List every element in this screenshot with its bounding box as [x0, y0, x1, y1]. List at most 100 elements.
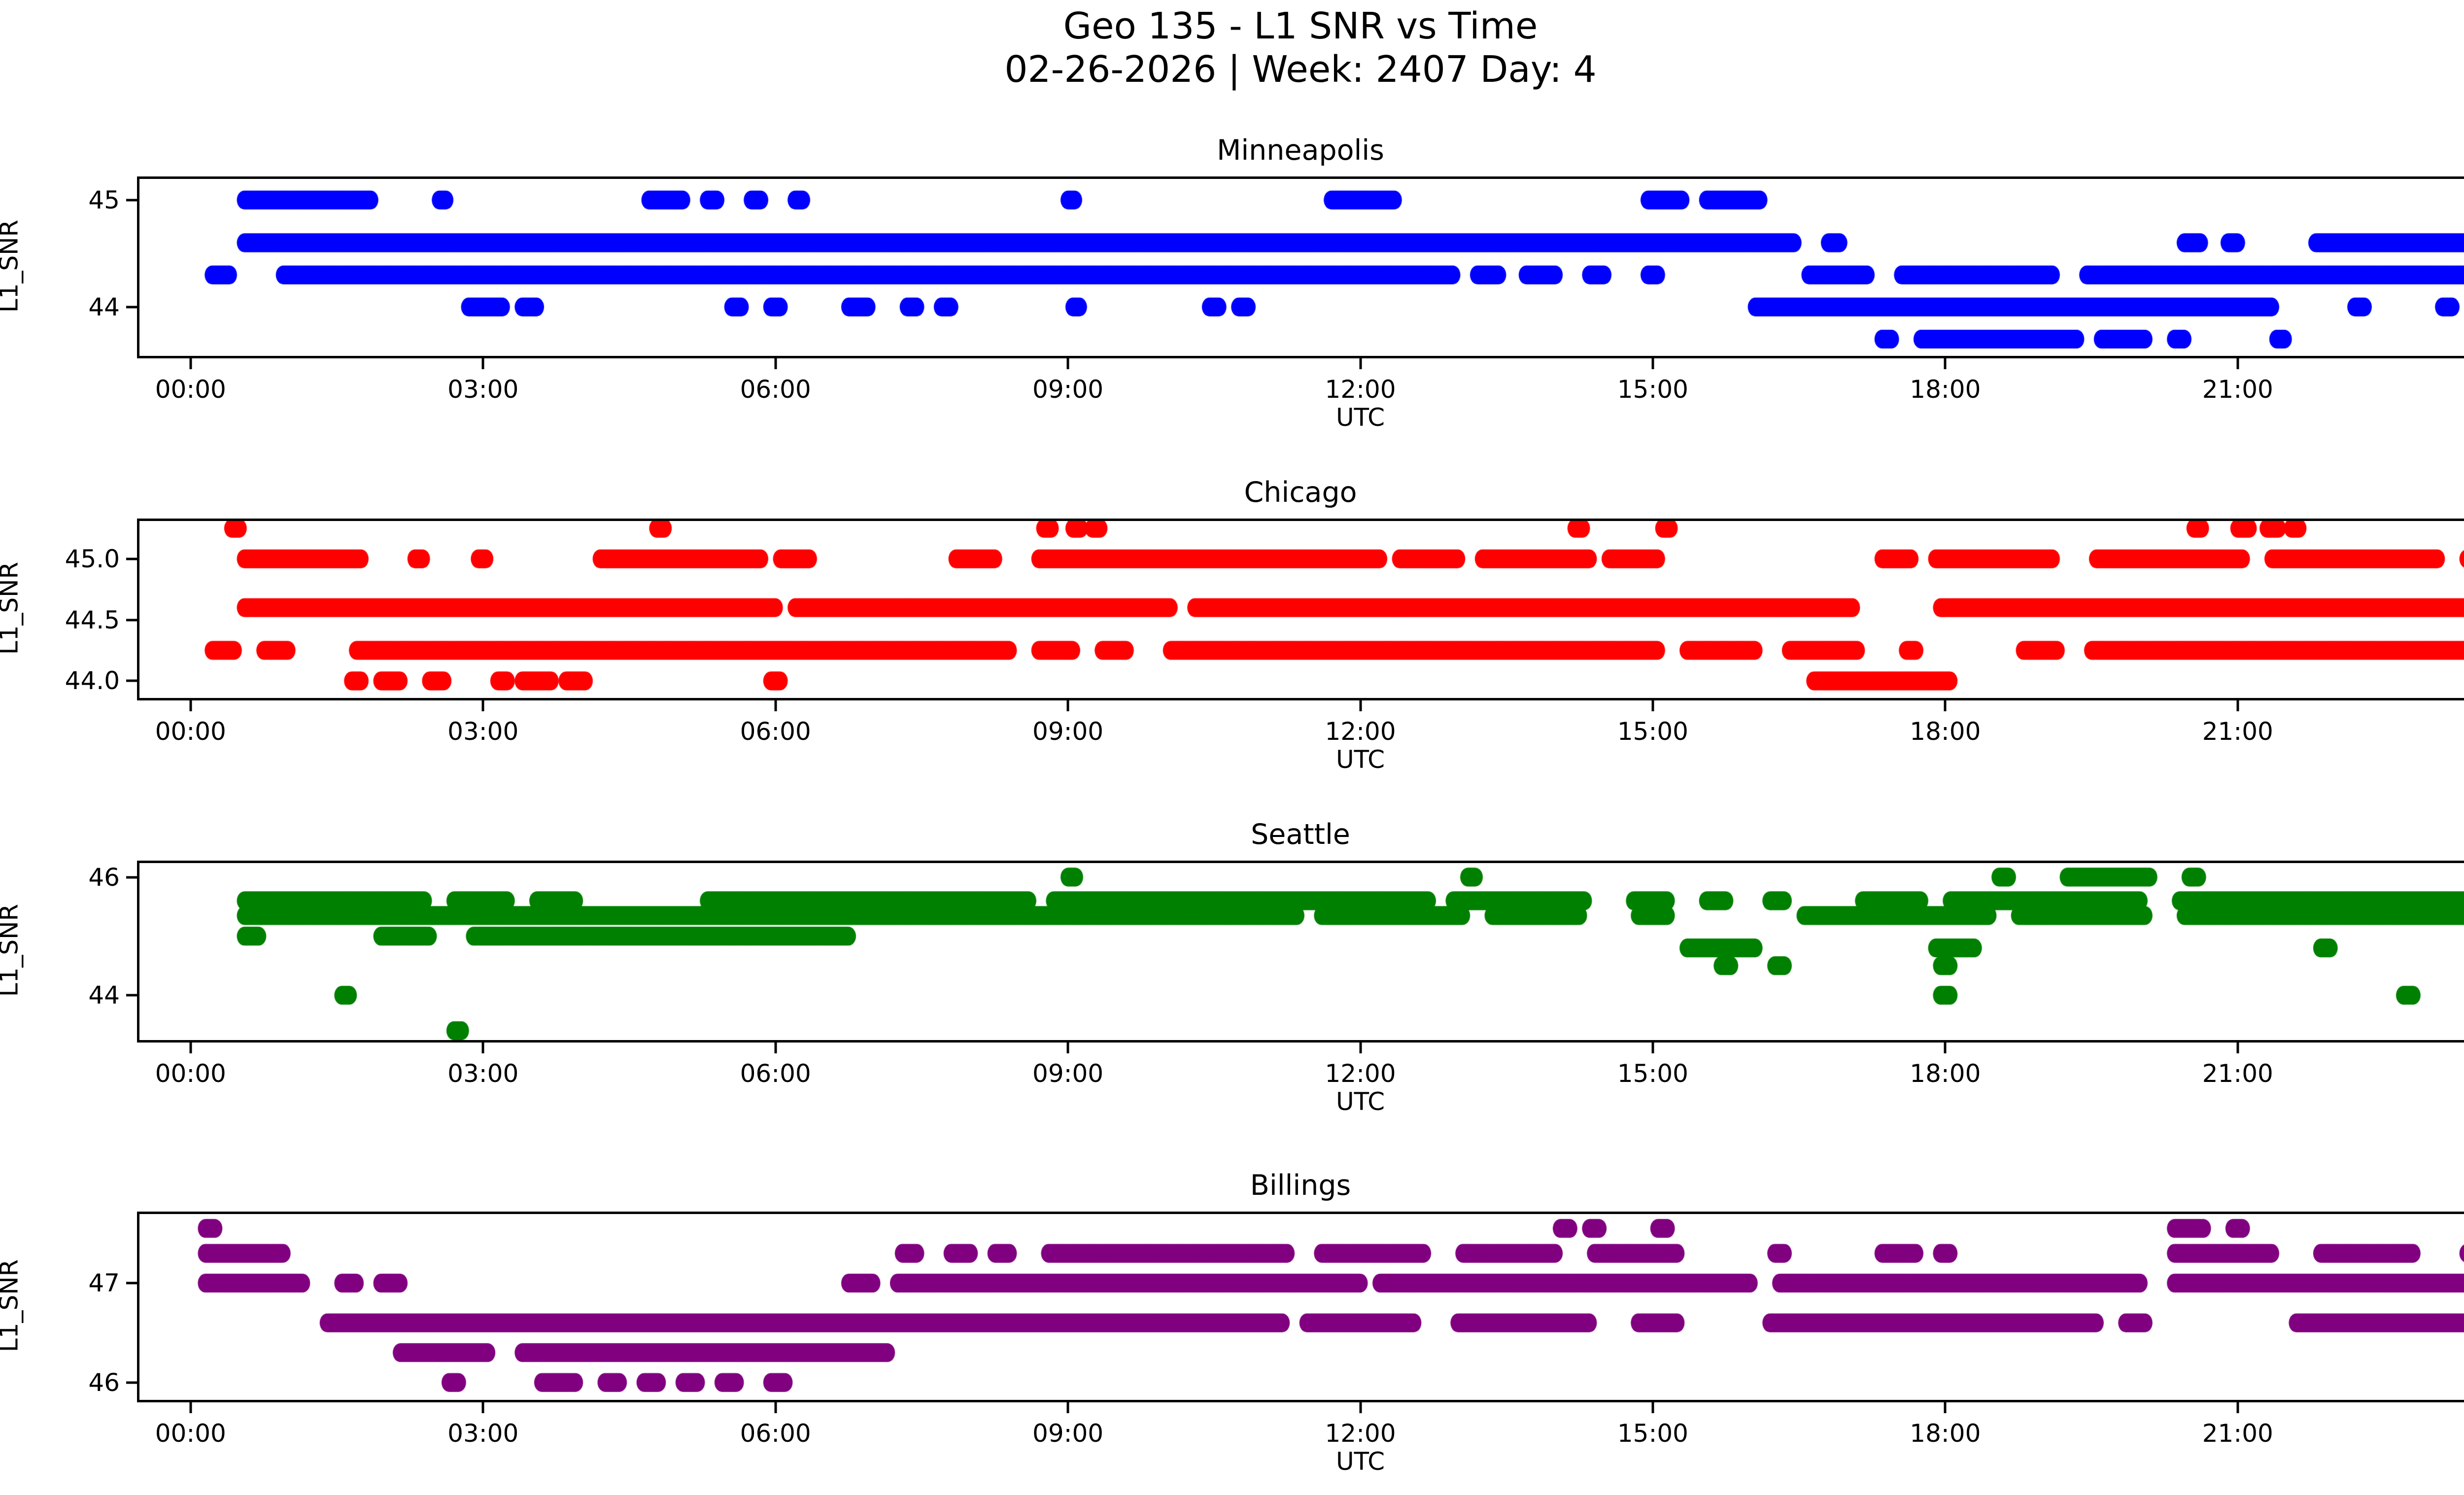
x-tick-mark [1066, 358, 1069, 369]
x-tick-label: 12:00 [1325, 375, 1396, 404]
x-tick-label: 00:00 [155, 375, 226, 404]
figure-title-line1: Geo 135 - L1 SNR vs Time [1063, 5, 1538, 47]
x-tick-label: 21:00 [2202, 1419, 2273, 1448]
x-tick-label: 00:00 [155, 1059, 226, 1088]
y-tick-mark [126, 994, 137, 997]
x-tick-label: 00:00 [155, 717, 226, 746]
x-tick-mark [481, 700, 484, 711]
y-tick-label: 45.0 [65, 544, 120, 573]
x-tick-mark [1651, 1402, 1654, 1413]
y-tick-mark [126, 1381, 137, 1384]
x-tick-mark [481, 358, 484, 369]
x-tick-mark [1359, 1402, 1362, 1413]
y-tick-mark [126, 619, 137, 622]
x-tick-label: 06:00 [740, 1059, 811, 1088]
x-tick-mark [1944, 700, 1947, 711]
x-tick-mark [2236, 1402, 2239, 1413]
y-tick-mark [126, 306, 137, 309]
x-tick-label: 18:00 [1910, 1419, 1981, 1448]
x-tick-label: 09:00 [1032, 1419, 1104, 1448]
x-tick-label: 09:00 [1032, 717, 1104, 746]
x-tick-mark [1944, 1043, 1947, 1053]
y-tick-label: 46 [88, 863, 120, 892]
x-axis-label: UTC [1335, 1447, 1385, 1476]
x-axis-label: UTC [1335, 1087, 1385, 1116]
x-tick-label: 09:00 [1032, 375, 1104, 404]
x-axis-label: UTC [1335, 745, 1385, 774]
x-tick-label: 03:00 [447, 375, 519, 404]
x-tick-mark [1651, 358, 1654, 369]
x-tick-label: 15:00 [1617, 717, 1688, 746]
x-tick-label: 18:00 [1910, 717, 1981, 746]
x-tick-label: 09:00 [1032, 1059, 1104, 1088]
scatter-points [139, 1214, 2464, 1400]
y-tick-label: 45 [88, 185, 120, 214]
panel-title: Seattle [1251, 818, 1350, 851]
panel-title: Minneapolis [1217, 134, 1384, 167]
x-tick-label: 18:00 [1910, 375, 1981, 404]
x-tick-mark [2236, 700, 2239, 711]
x-tick-label: 21:00 [2202, 1059, 2273, 1088]
y-tick-label: 44 [88, 981, 120, 1010]
x-tick-mark [774, 700, 777, 711]
y-tick-mark [126, 1282, 137, 1285]
x-tick-label: 21:00 [2202, 375, 2273, 404]
x-tick-mark [1944, 358, 1947, 369]
x-tick-mark [1066, 1402, 1069, 1413]
x-tick-label: 18:00 [1910, 1059, 1981, 1088]
y-tick-label: 44.5 [65, 605, 120, 634]
x-tick-label: 15:00 [1617, 375, 1688, 404]
panel-title: Chicago [1244, 476, 1357, 509]
scatter-points [139, 863, 2464, 1040]
x-tick-mark [189, 358, 192, 369]
x-tick-label: 12:00 [1325, 1059, 1396, 1088]
y-tick-mark [126, 557, 137, 560]
x-tick-mark [1066, 700, 1069, 711]
x-tick-mark [481, 1402, 484, 1413]
scatter-points [139, 179, 2464, 356]
x-tick-mark [2236, 1043, 2239, 1053]
x-tick-label: 03:00 [447, 717, 519, 746]
x-tick-mark [1651, 700, 1654, 711]
y-axis-label: L1_SNR [0, 561, 23, 655]
x-tick-label: 00:00 [155, 1419, 226, 1448]
x-tick-mark [774, 358, 777, 369]
figure-subtitle-line2: 02-26-2026 | Week: 2407 Day: 4 [1004, 48, 1597, 91]
y-tick-mark [126, 876, 137, 879]
panel-title: Billings [1250, 1169, 1351, 1202]
x-tick-label: 06:00 [740, 717, 811, 746]
x-tick-mark [481, 1043, 484, 1053]
y-tick-mark [126, 679, 137, 682]
x-tick-mark [774, 1043, 777, 1053]
x-tick-mark [1359, 1043, 1362, 1053]
x-tick-mark [2236, 358, 2239, 369]
x-tick-mark [1359, 700, 1362, 711]
x-tick-label: 06:00 [740, 1419, 811, 1448]
x-tick-label: 03:00 [447, 1419, 519, 1448]
x-tick-label: 12:00 [1325, 717, 1396, 746]
x-tick-label: 03:00 [447, 1059, 519, 1088]
x-axis-label: UTC [1335, 403, 1385, 432]
x-tick-mark [1651, 1043, 1654, 1053]
y-tick-label: 46 [88, 1368, 120, 1397]
x-tick-mark [189, 1043, 192, 1053]
x-tick-mark [1359, 358, 1362, 369]
x-tick-label: 12:00 [1325, 1419, 1396, 1448]
x-tick-mark [189, 700, 192, 711]
y-tick-mark [126, 199, 137, 202]
y-axis-label: L1_SNR [0, 219, 23, 313]
x-tick-mark [1944, 1402, 1947, 1413]
y-axis-label: L1_SNR [0, 904, 23, 997]
x-tick-label: 15:00 [1617, 1419, 1688, 1448]
y-axis-label: L1_SNR [0, 1259, 23, 1352]
x-tick-mark [774, 1402, 777, 1413]
x-tick-label: 06:00 [740, 375, 811, 404]
scatter-points [139, 521, 2464, 698]
x-tick-label: 21:00 [2202, 717, 2273, 746]
y-tick-label: 44.0 [65, 666, 120, 695]
x-tick-mark [1066, 1043, 1069, 1053]
y-tick-label: 44 [88, 292, 120, 321]
x-tick-label: 15:00 [1617, 1059, 1688, 1088]
y-tick-label: 47 [88, 1269, 120, 1298]
